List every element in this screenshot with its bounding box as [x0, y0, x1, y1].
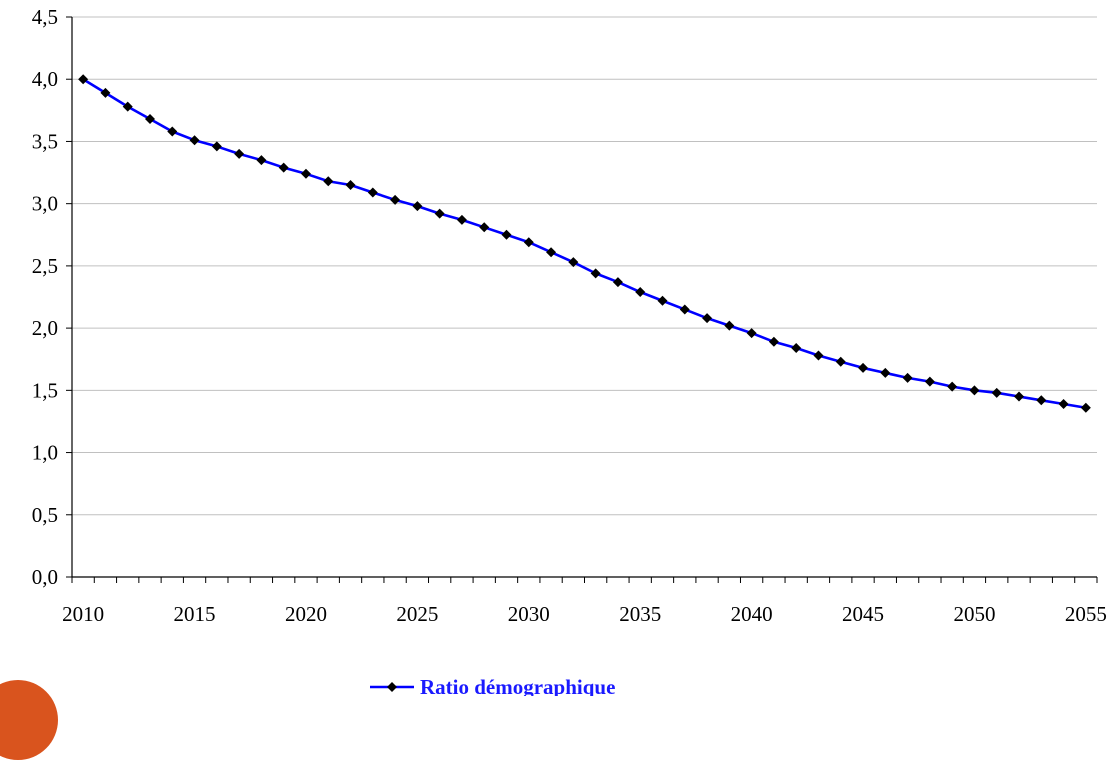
legend: Ratio démographique [370, 675, 615, 696]
data-point-marker [791, 343, 802, 354]
legend-swatch-marker [387, 682, 397, 692]
x-tick-label: 2015 [174, 602, 216, 626]
data-point-marker [969, 385, 980, 396]
x-tick-label: 2040 [731, 602, 773, 626]
tick-labels: 0,0 0,5 1,0 1,5 2,0 2,5 3,0 3,5 4,0 4,5 2010 2015 20… [32, 5, 1107, 626]
data-point-marker [144, 114, 155, 125]
y-tick-label: 1,0 [32, 441, 58, 465]
x-tick-label: 2020 [285, 602, 327, 626]
data-point-marker [657, 295, 668, 306]
data-point-marker [546, 247, 557, 258]
data-point-marker [902, 372, 913, 383]
x-tick-label: 2010 [62, 602, 104, 626]
data-point-marker [390, 194, 401, 205]
data-point-marker [100, 87, 111, 98]
x-tick-label: 2045 [842, 602, 884, 626]
data-point-marker [568, 257, 579, 268]
data-point-marker [635, 287, 646, 298]
data-point-marker [1058, 399, 1069, 410]
data-point-marker [835, 356, 846, 367]
gridlines [72, 16, 1097, 516]
y-tick-label: 4,0 [32, 67, 58, 91]
data-point-marker [1080, 402, 1091, 413]
data-point-marker [78, 74, 89, 85]
data-point-marker [256, 155, 267, 166]
x-tick-label: 2050 [953, 602, 995, 626]
data-point-marker [211, 141, 222, 152]
data-point-marker [813, 350, 824, 361]
data-point-marker [858, 362, 869, 373]
x-tick-label: 2035 [619, 602, 661, 626]
data-point-marker [679, 304, 690, 315]
data-point-marker [189, 135, 200, 146]
data-point-marker [122, 101, 133, 112]
data-point-marker [947, 381, 958, 392]
data-point-marker [612, 277, 623, 288]
data-point-marker [479, 222, 490, 233]
x-tick-label: 2025 [396, 602, 438, 626]
data-point-marker [456, 214, 467, 225]
data-point-marker [523, 237, 534, 248]
data-point-marker [323, 176, 334, 187]
series-line [82, 78, 1087, 410]
data-point-marker [367, 187, 378, 198]
data-point-marker [1036, 395, 1047, 406]
y-tick-label: 2,5 [32, 254, 58, 278]
axes [66, 16, 1098, 583]
y-tick-label: 4,5 [32, 5, 58, 29]
x-tick-label: 2055 [1065, 602, 1107, 626]
data-point-marker [590, 268, 601, 279]
y-tick-label: 0,5 [32, 503, 58, 527]
y-tick-label: 2,0 [32, 316, 58, 340]
data-point-marker [300, 168, 311, 179]
y-tick-label: 3,5 [32, 129, 58, 153]
x-tick-label: 2030 [508, 602, 550, 626]
line-chart: 0,0 0,5 1,0 1,5 2,0 2,5 3,0 3,5 4,0 4,5 2010 2015 20… [32, 5, 1107, 696]
data-point-marker [702, 313, 713, 324]
data-point-marker [724, 320, 735, 331]
legend-label: Ratio démographique [420, 675, 615, 696]
series-layer [78, 74, 1091, 413]
data-point-marker [880, 367, 891, 378]
y-tick-label: 3,0 [32, 192, 58, 216]
data-point-marker [412, 201, 423, 212]
data-point-marker [234, 148, 245, 159]
data-point-marker [924, 376, 935, 387]
data-point-marker [768, 336, 779, 347]
data-point-marker [167, 126, 178, 137]
data-point-marker [501, 229, 512, 240]
data-point-marker [434, 208, 445, 219]
data-point-marker [746, 328, 757, 339]
data-point-marker [278, 162, 289, 173]
data-point-marker [345, 180, 356, 190]
data-point-marker [1014, 391, 1025, 402]
y-tick-label: 0,0 [32, 565, 58, 589]
y-tick-label: 1,5 [32, 378, 58, 402]
data-point-marker [991, 387, 1002, 398]
